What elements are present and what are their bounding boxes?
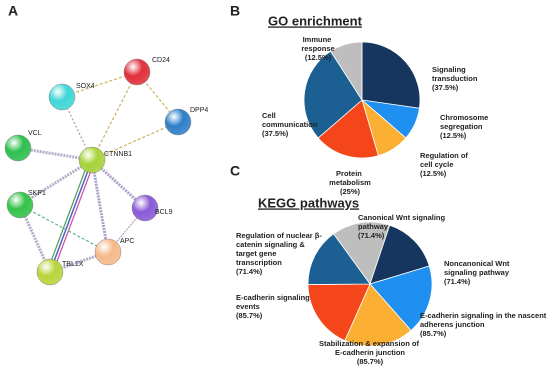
- slice-value-label: (71.4%): [444, 277, 471, 286]
- node-label: CD24: [152, 57, 170, 64]
- slice-label: Stabilization & expansion of E-cadherin …: [319, 339, 421, 357]
- network-node: [36, 258, 64, 286]
- pie-slice: [332, 221, 391, 285]
- slice-label: Regulation of nuclear β- catenin signali…: [236, 231, 324, 267]
- slice-label: Cell communication: [262, 111, 318, 129]
- pie-slice: [307, 283, 371, 342]
- network-node: [48, 83, 76, 111]
- network-node: [6, 191, 34, 219]
- network-node: [78, 146, 106, 174]
- node-label: BCL9: [155, 209, 173, 216]
- slice-label: Chromosome segregation: [440, 113, 490, 131]
- network-node: [94, 238, 122, 266]
- pie-slice: [330, 41, 363, 102]
- slice-label: Immune response: [301, 35, 334, 53]
- slice-value-label: (85.7%): [357, 357, 384, 366]
- pie-slice: [369, 224, 430, 285]
- network-node: [164, 108, 192, 136]
- panel-label: B: [230, 3, 240, 19]
- slice-label: Protein metabolism: [329, 169, 371, 187]
- panel-label: A: [8, 3, 18, 19]
- node-label: DPP4: [190, 107, 208, 114]
- slice-label: Canonical Wnt signaling pathway: [358, 213, 447, 231]
- pie-slice: [317, 99, 379, 159]
- panel-label: C: [230, 163, 240, 179]
- slice-label: E-cadherin signaling events: [236, 293, 312, 311]
- pie-slice: [303, 50, 363, 139]
- slice-label: Noncanonical Wnt signaling pathway: [444, 259, 512, 277]
- node-label: APC: [120, 238, 134, 245]
- node-label: VCL: [28, 130, 42, 137]
- slice-value-label: (12.5%): [305, 53, 332, 62]
- slice-value-label: (25%): [340, 187, 361, 196]
- node-label: TBL1X: [62, 261, 84, 268]
- slice-value-label: (12.5%): [420, 169, 447, 178]
- slice-value-label: (71.4%): [236, 267, 263, 276]
- pie-slice: [361, 41, 421, 109]
- slice-value-label: (12.5%): [440, 131, 467, 140]
- pie-slice: [307, 233, 371, 285]
- slice-value-label: (85.7%): [420, 329, 447, 338]
- node-label: CTNNB1: [104, 151, 132, 158]
- slice-value-label: (85.7%): [236, 311, 263, 320]
- pie-slice: [344, 283, 412, 347]
- slice-value-label: (37.5%): [262, 129, 289, 138]
- node-label: SKP1: [28, 190, 46, 197]
- network-node: [123, 58, 151, 86]
- slice-value-label: (37.5%): [432, 83, 459, 92]
- chart-title: GO enrichment: [268, 13, 363, 28]
- pie-slice: [369, 265, 433, 332]
- slice-label: E-cadherin signaling in the nascent adhe…: [420, 311, 548, 329]
- network-node: [131, 194, 159, 222]
- slice-label: Regulation of cell cycle: [420, 151, 470, 169]
- slice-label: Signaling transduction: [432, 65, 478, 83]
- chart-title: KEGG pathways: [258, 195, 359, 210]
- network-edges: [17, 71, 179, 274]
- slice-value-label: (71.4%): [358, 231, 385, 240]
- node-label: SOX4: [76, 83, 95, 90]
- network-node: [4, 134, 32, 162]
